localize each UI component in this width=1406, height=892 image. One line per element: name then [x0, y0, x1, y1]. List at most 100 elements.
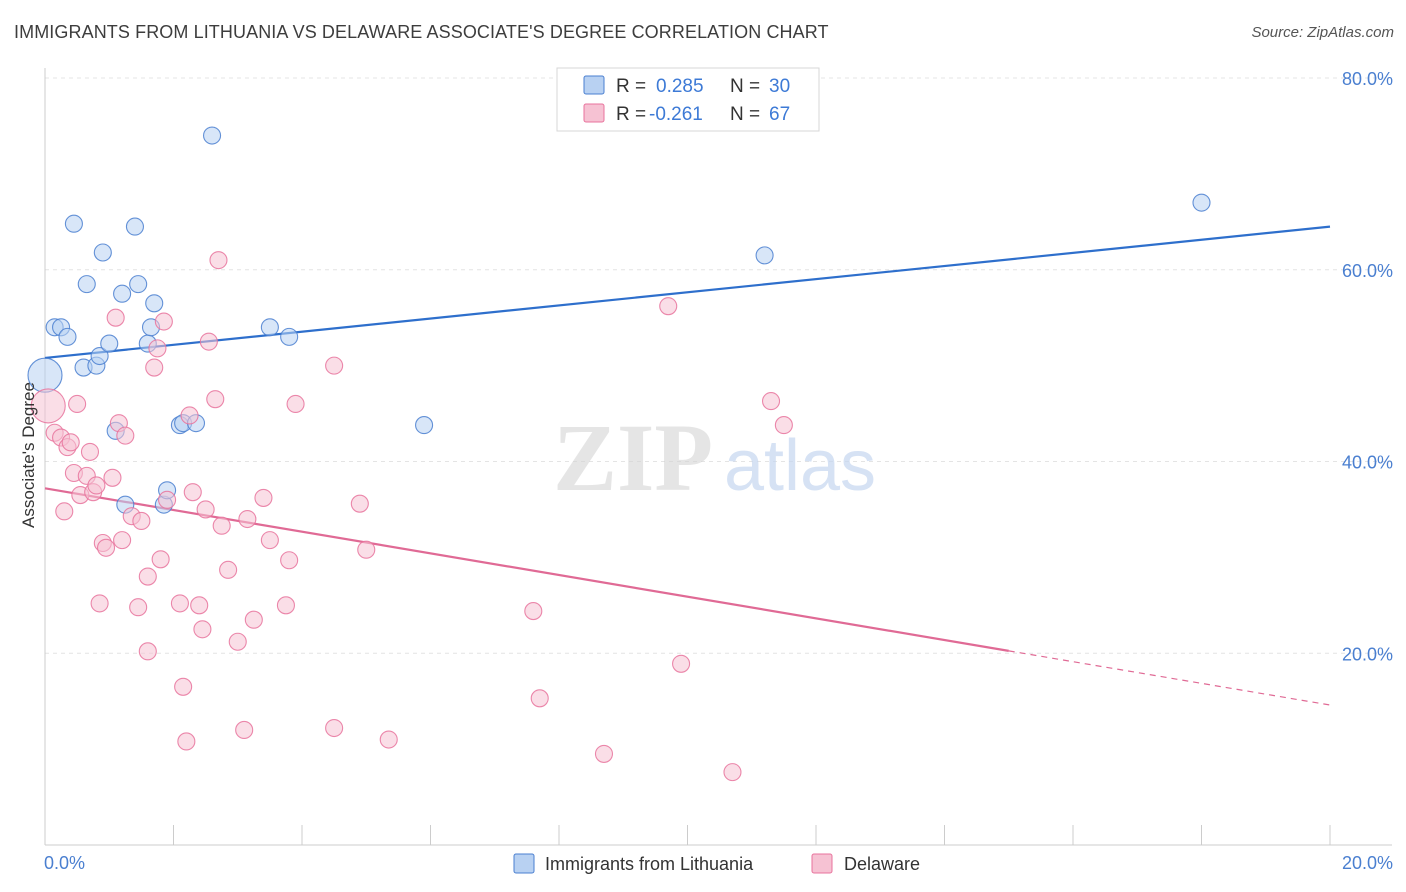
point-delaware-20 [116, 426, 135, 445]
point-delaware-26 [145, 358, 164, 377]
bottom-legend-label-1: Immigrants from Lithuania [545, 854, 754, 874]
point-delaware-34 [180, 406, 199, 425]
legend-r-label-2: R = [616, 104, 646, 125]
point-delaware-60 [594, 744, 614, 763]
point-delaware-33 [177, 732, 196, 751]
point-delaware-30 [158, 490, 177, 509]
point-delaware-39 [199, 332, 218, 351]
point-delaware-50 [276, 596, 295, 615]
gridlines [45, 77, 1392, 654]
legend-n-label-1: N = [730, 76, 760, 97]
point-delaware-57 [379, 730, 398, 749]
point-lithuania-14 [125, 217, 144, 236]
watermark-atlas: atlas [724, 426, 876, 506]
trend-line-0 [44, 225, 1331, 360]
point-lithuania-12 [113, 284, 132, 303]
data-points [27, 126, 1211, 782]
x-tick-label-1: 20.0% [1342, 853, 1393, 873]
point-delaware-55 [350, 494, 369, 513]
point-delaware-0 [30, 388, 66, 424]
bottom-legend-swatch-blue [513, 853, 535, 874]
point-delaware-10 [80, 442, 100, 461]
point-delaware-27 [148, 339, 167, 358]
point-lithuania-6 [77, 275, 96, 294]
y-tick-label-3: 80.0% [1342, 69, 1393, 89]
point-delaware-52 [286, 394, 305, 414]
point-lithuania-29 [1192, 193, 1211, 212]
legend-r-label-1: R = [616, 76, 646, 97]
point-delaware-44 [228, 632, 247, 651]
point-delaware-64 [761, 392, 781, 411]
point-lithuania-27 [415, 416, 434, 435]
point-delaware-65 [774, 416, 793, 435]
point-lithuania-28 [755, 246, 774, 265]
point-delaware-37 [193, 620, 212, 639]
y-axis-label: Associate's Degree [19, 382, 38, 528]
y-tick-label-2: 60.0% [1342, 261, 1393, 281]
point-delaware-13 [90, 594, 109, 613]
legend-n-value-1: 30 [769, 76, 790, 97]
point-lithuania-10 [100, 334, 119, 353]
axes [44, 68, 1392, 846]
source-label: Source: ZipAtlas.com [1251, 24, 1394, 41]
point-delaware-19 [113, 531, 132, 550]
point-delaware-38 [196, 500, 215, 519]
point-lithuania-26 [280, 327, 299, 346]
tick-labels: 20.0% 40.0% 60.0% 80.0% 0.0% 20.0% [44, 69, 1393, 873]
point-delaware-22 [129, 598, 148, 617]
point-delaware-32 [174, 677, 193, 696]
point-delaware-40 [206, 390, 225, 409]
point-delaware-54 [325, 356, 344, 375]
point-delaware-24 [138, 567, 157, 586]
legend-swatch-pink [583, 103, 605, 123]
trend-line-1 [44, 487, 1009, 652]
point-lithuania-8 [90, 346, 109, 366]
legend-n-value-2: 67 [769, 104, 790, 125]
point-delaware-42 [212, 516, 231, 535]
point-delaware-29 [154, 312, 173, 331]
point-delaware-16 [103, 468, 122, 487]
trend-line-dashed-1 [1008, 650, 1331, 706]
y-tick-label-1: 40.0% [1342, 453, 1393, 473]
point-delaware-51 [280, 551, 299, 570]
point-delaware-53 [325, 718, 344, 738]
point-delaware-23 [132, 511, 151, 530]
point-delaware-62 [672, 654, 691, 673]
point-lithuania-15 [129, 275, 148, 294]
legend-n-label-2: N = [730, 104, 760, 125]
point-delaware-31 [170, 594, 189, 613]
legend-r-value-2: -0.261 [649, 104, 703, 125]
point-delaware-5 [61, 433, 80, 452]
point-delaware-17 [106, 308, 125, 327]
bottom-legend-swatch-pink [811, 853, 833, 874]
bottom-legend-label-2: Delaware [844, 854, 920, 874]
bottom-legend: Immigrants from Lithuania Delaware [513, 853, 920, 874]
point-delaware-48 [254, 488, 273, 507]
x-tick-label-0: 0.0% [44, 853, 85, 873]
point-delaware-15 [96, 538, 116, 557]
point-lithuania-24 [203, 126, 222, 145]
point-delaware-46 [238, 509, 257, 529]
point-delaware-45 [235, 720, 254, 740]
y-tick-label-0: 20.0% [1342, 644, 1393, 664]
point-lithuania-25 [260, 318, 279, 337]
legend-swatch-blue [583, 75, 605, 95]
point-delaware-36 [190, 596, 209, 615]
watermark-zip: ZIP [553, 404, 713, 511]
chart-title: IMMIGRANTS FROM LITHUANIA VS DELAWARE AS… [14, 22, 829, 42]
point-delaware-43 [219, 560, 238, 579]
point-delaware-12 [87, 476, 106, 495]
legend-r-value-1: 0.285 [656, 76, 704, 97]
point-delaware-63 [723, 763, 742, 782]
point-delaware-7 [68, 394, 87, 414]
point-delaware-28 [151, 550, 170, 569]
point-lithuania-18 [145, 294, 164, 313]
point-delaware-49 [260, 531, 279, 550]
point-delaware-47 [244, 610, 263, 629]
point-lithuania-9 [93, 243, 112, 262]
point-delaware-35 [183, 483, 202, 502]
point-delaware-25 [138, 642, 157, 661]
point-delaware-41 [209, 251, 228, 270]
point-delaware-3 [55, 502, 74, 521]
